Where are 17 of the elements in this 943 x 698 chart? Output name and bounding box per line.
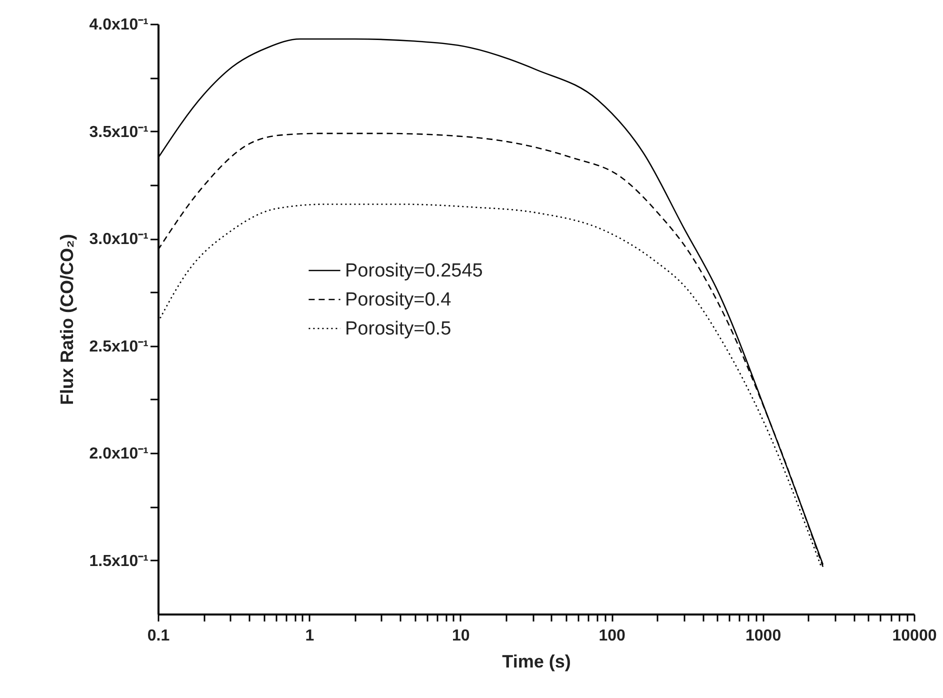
x-tick-label: 0.1 [147, 628, 170, 644]
y-tick-label: 2.5x10⁻¹ [89, 338, 148, 356]
x-tick-label: 100 [598, 628, 626, 644]
y-tick-label: 3.0x10⁻¹ [89, 231, 148, 248]
y-tick-label: 1.5x10⁻¹ [89, 552, 148, 570]
legend-label: Porosity=0.2545 [345, 260, 483, 282]
x-tick-label: 10000 [892, 628, 937, 644]
y-tick-label: 2.0x10⁻¹ [89, 446, 148, 463]
x-tick-label: 1000 [746, 628, 782, 644]
x-tick-label: 1 [305, 628, 314, 644]
y-tick-label: 4.0x10⁻¹ [89, 16, 148, 34]
x-tick-label: 10 [452, 628, 470, 644]
legend-label: Porosity=0.5 [345, 318, 452, 340]
y-tick-label: 3.5x10⁻¹ [89, 124, 148, 141]
y-axis-title: Flux Ratio (CO/CO₂) [57, 234, 78, 405]
legend-label: Porosity=0.4 [345, 290, 452, 310]
x-axis-title: Time (s) [502, 652, 571, 672]
